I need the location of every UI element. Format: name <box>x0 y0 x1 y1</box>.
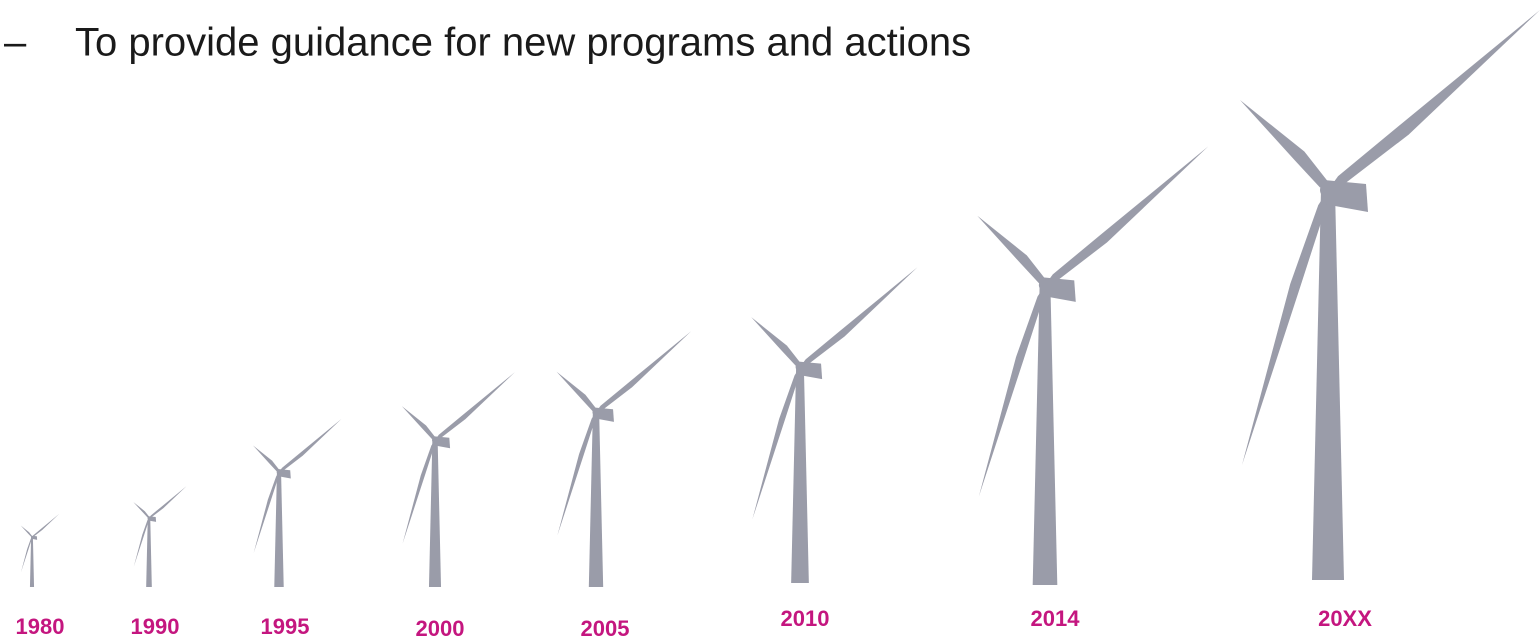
turbine-tower <box>146 518 152 587</box>
turbine-blade <box>435 372 515 440</box>
turbine-blade <box>403 440 435 544</box>
year-label: 2005 <box>581 616 630 640</box>
turbine <box>977 147 1208 585</box>
turbine-blade <box>133 502 149 518</box>
turbine-tower <box>1312 190 1344 580</box>
turbine <box>1240 10 1540 580</box>
bullet-text: To provide guidance for new programs and… <box>75 21 971 65</box>
turbine-blade <box>254 472 279 553</box>
year-label: 2014 <box>1031 606 1081 631</box>
turbine-blade <box>751 317 800 367</box>
turbine-hub <box>432 437 438 443</box>
turbine-blade <box>1240 100 1328 190</box>
turbine-blade <box>253 445 279 472</box>
turbine <box>253 419 341 587</box>
turbine <box>133 486 186 587</box>
year-label: 20XX <box>1318 606 1372 631</box>
year-label: 1995 <box>261 614 310 639</box>
bullet-marker: – <box>4 21 27 65</box>
turbine-blade <box>979 285 1045 497</box>
year-label: 2000 <box>416 616 465 640</box>
turbine-blade <box>149 486 187 518</box>
turbine-tower <box>791 367 809 583</box>
turbine <box>751 267 917 583</box>
turbine-blade <box>134 518 149 567</box>
turbine-blade <box>557 372 596 412</box>
year-label: 1990 <box>131 614 180 639</box>
turbine-blade <box>21 537 32 572</box>
year-label: 2010 <box>781 606 830 631</box>
turbine-blade <box>752 367 800 519</box>
turbine-hub <box>796 363 805 372</box>
turbine-blade <box>977 216 1045 285</box>
turbine-hub <box>592 408 599 415</box>
turbine-tower <box>1033 285 1058 585</box>
turbine-hub <box>31 536 33 538</box>
year-label: 1980 <box>16 614 65 639</box>
turbine-blade <box>1242 190 1328 465</box>
turbine <box>557 331 692 587</box>
turbine-hub <box>277 470 282 475</box>
turbine-hub <box>148 517 151 520</box>
turbine-blade <box>557 412 596 535</box>
turbine-tower <box>589 412 603 587</box>
turbine-blade <box>21 525 32 537</box>
turbine-blade <box>800 267 917 367</box>
turbines: 1980 1990 1995 2000 2005 2010 2014 20XX <box>16 10 1540 640</box>
turbine-blade <box>1328 10 1540 190</box>
slide: – To provide guidance for new programs a… <box>0 0 1540 640</box>
turbine <box>21 514 59 587</box>
turbine <box>402 372 515 587</box>
turbine-hub <box>1320 182 1336 198</box>
turbine-blade <box>402 406 435 440</box>
turbine-blade <box>596 331 691 412</box>
turbine-tower <box>30 537 34 587</box>
turbine-tower <box>429 440 441 587</box>
turbine-hub <box>1039 279 1051 291</box>
turbine-tower <box>274 472 283 587</box>
turbine-blade <box>32 514 59 537</box>
turbine-blade <box>1045 147 1208 285</box>
turbine-blade <box>279 419 342 472</box>
